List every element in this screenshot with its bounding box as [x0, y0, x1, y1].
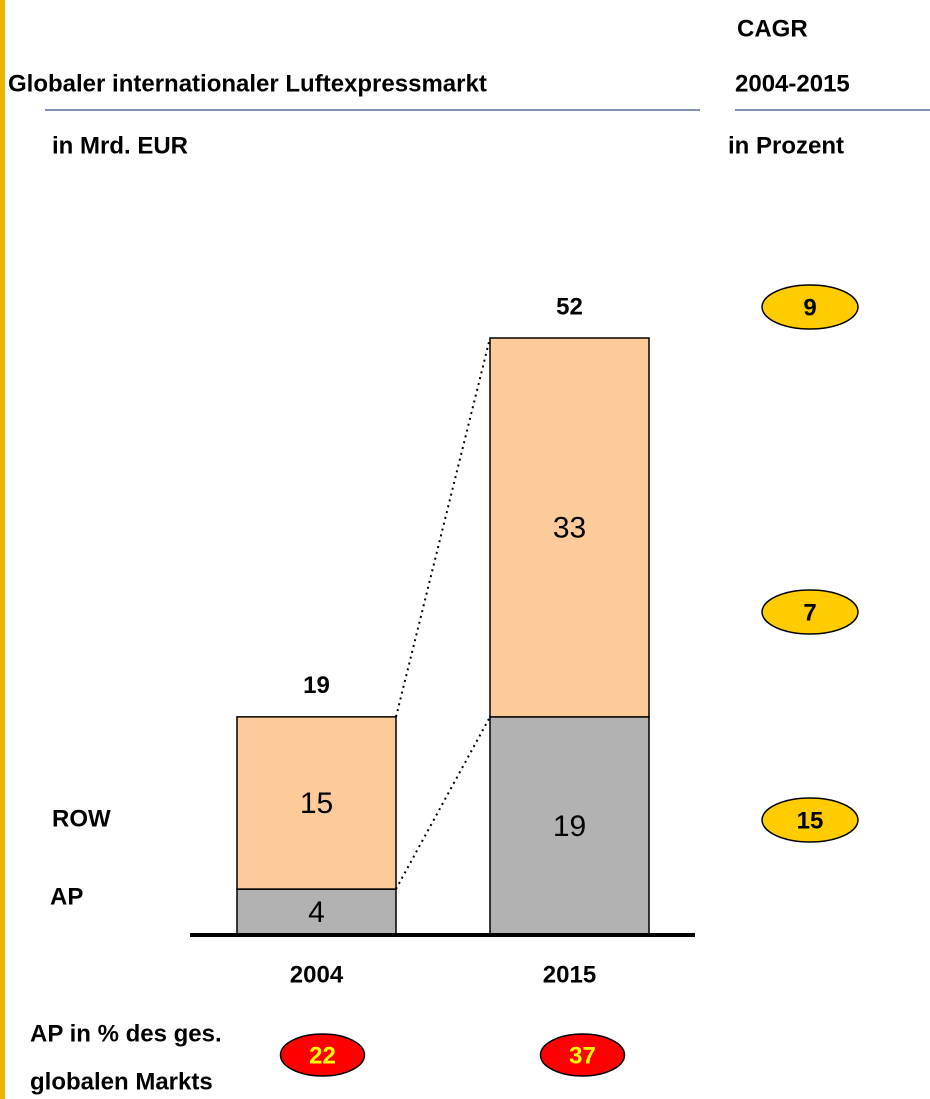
- bar-segment: [489, 337, 650, 718]
- x-tick-label: 2004: [290, 961, 344, 988]
- cagr-label: 15: [797, 807, 824, 834]
- total-label: 19: [303, 672, 330, 699]
- cagr-bubble: [761, 284, 859, 330]
- connector: [395, 716, 491, 890]
- segment-label: 15: [300, 787, 333, 820]
- share-label-value: 22: [309, 1042, 336, 1069]
- share-label-value: 37: [569, 1042, 596, 1069]
- segment-label: 4: [308, 896, 325, 929]
- share-label: AP in % des ges.: [30, 1020, 222, 1047]
- cagr-unit: in Prozent: [728, 132, 844, 159]
- connector: [395, 337, 491, 718]
- side-bar: [0, 0, 5, 1099]
- subtitle: in Mrd. EUR: [52, 132, 188, 159]
- chart-title: Globaler internationaler Luftexpressmark…: [8, 70, 487, 97]
- bar-segment: [236, 888, 397, 936]
- bar-segment: [236, 716, 397, 890]
- legend-label: AP: [50, 883, 83, 910]
- total-label: 52: [556, 293, 583, 320]
- segment-label: 33: [553, 511, 586, 544]
- cagr-bubble: [761, 797, 859, 843]
- x-tick-label: 2015: [543, 961, 596, 988]
- cagr-bubble: [761, 589, 859, 635]
- cagr-period: 2004-2015: [735, 70, 850, 97]
- cagr-title: CAGR: [737, 15, 808, 42]
- share-bubble: [539, 1033, 626, 1077]
- legend-label: ROW: [52, 805, 111, 832]
- cagr-label: 9: [803, 294, 816, 321]
- segment-label: 19: [553, 810, 586, 843]
- share-label: globalen Markts: [30, 1068, 213, 1095]
- share-bubble: [279, 1033, 366, 1077]
- cagr-label: 7: [803, 599, 816, 626]
